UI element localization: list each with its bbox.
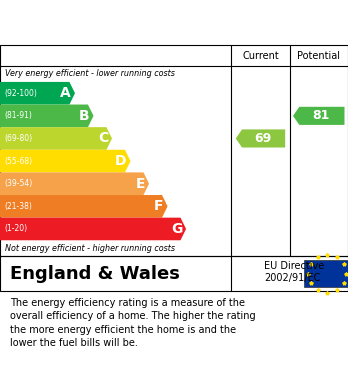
Text: G: G — [171, 222, 182, 236]
Text: Not energy efficient - higher running costs: Not energy efficient - higher running co… — [5, 244, 175, 253]
Text: (92-100): (92-100) — [4, 89, 37, 98]
Polygon shape — [0, 82, 75, 104]
Bar — [304, 260, 348, 287]
Text: (39-54): (39-54) — [4, 179, 32, 188]
Text: B: B — [79, 109, 90, 123]
Text: D: D — [115, 154, 127, 168]
Text: C: C — [98, 131, 108, 145]
Polygon shape — [293, 107, 345, 125]
Polygon shape — [0, 195, 167, 218]
Text: 81: 81 — [312, 109, 330, 122]
Text: EU Directive
2002/91/EC: EU Directive 2002/91/EC — [264, 261, 324, 283]
Text: England & Wales: England & Wales — [10, 265, 180, 283]
Text: (81-91): (81-91) — [4, 111, 32, 120]
Text: Energy Efficiency Rating: Energy Efficiency Rating — [10, 15, 220, 30]
Text: 69: 69 — [254, 132, 271, 145]
Polygon shape — [0, 150, 130, 172]
Text: A: A — [60, 86, 71, 100]
Polygon shape — [236, 129, 285, 147]
Text: (69-80): (69-80) — [4, 134, 32, 143]
Text: (21-38): (21-38) — [4, 202, 32, 211]
Text: F: F — [154, 199, 164, 213]
Polygon shape — [0, 127, 112, 150]
Text: Very energy efficient - lower running costs: Very energy efficient - lower running co… — [5, 70, 175, 79]
Polygon shape — [0, 172, 149, 195]
Text: (1-20): (1-20) — [4, 224, 27, 233]
Text: Potential: Potential — [297, 50, 340, 61]
Polygon shape — [0, 104, 94, 127]
Text: Current: Current — [242, 50, 279, 61]
Text: E: E — [136, 177, 145, 191]
Text: (55-68): (55-68) — [4, 156, 32, 166]
Text: The energy efficiency rating is a measure of the
overall efficiency of a home. T: The energy efficiency rating is a measur… — [10, 298, 256, 348]
Polygon shape — [0, 218, 186, 240]
